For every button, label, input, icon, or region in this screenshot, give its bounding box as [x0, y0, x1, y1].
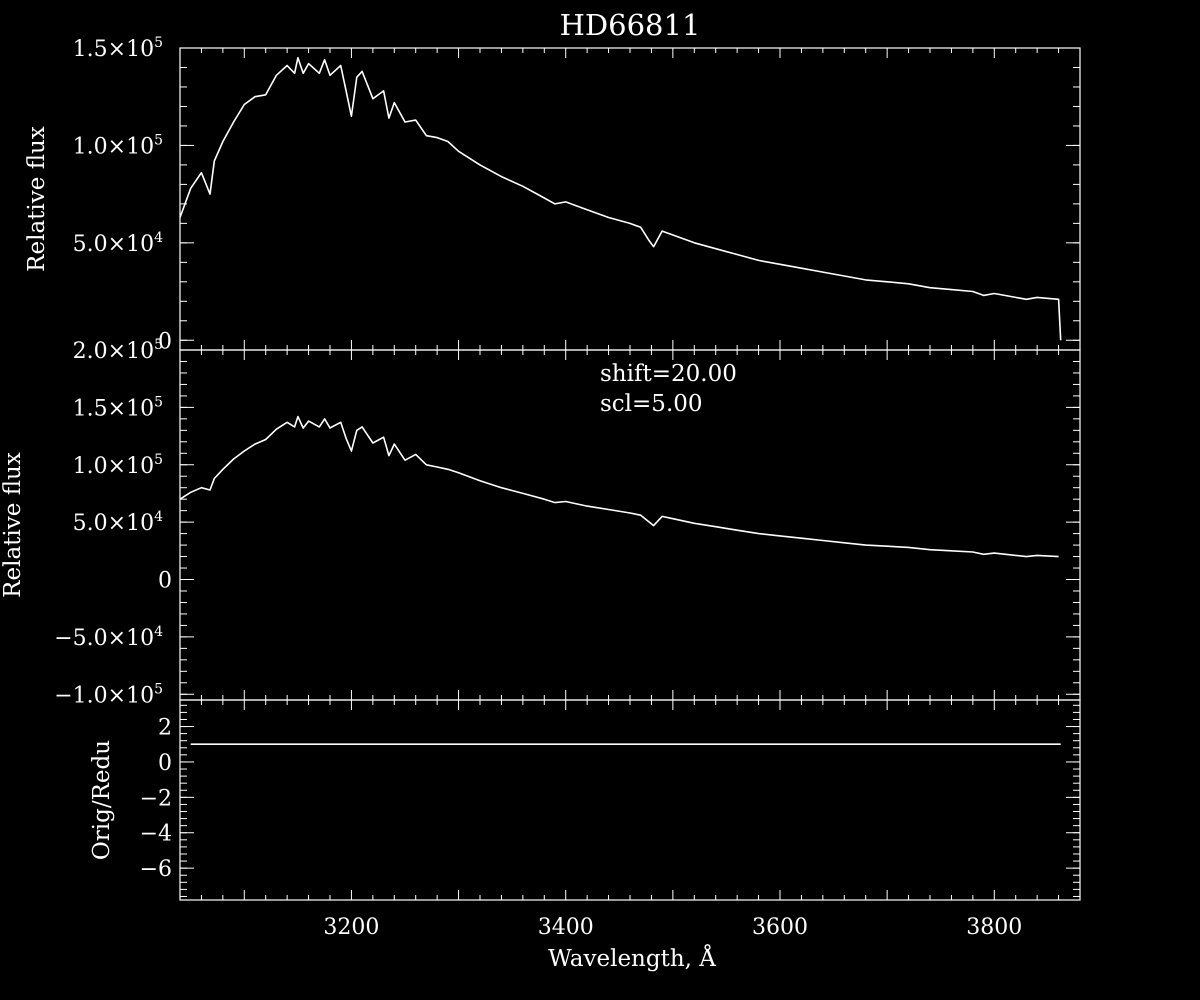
annotation-text: shift=20.00 [600, 361, 737, 387]
y-tick-label: 2 [158, 716, 172, 741]
y-tick-label: 1.0×105 [73, 452, 163, 479]
y-axis-label: Relative flux [0, 452, 26, 598]
y-tick-label: −2 [140, 786, 172, 811]
y-tick-label: 2.0×105 [73, 337, 163, 364]
y-tick-label: 1.5×105 [73, 394, 163, 421]
y-axis-label: Relative flux [24, 126, 50, 272]
annotation-text: scl=5.00 [600, 391, 703, 417]
panel-bottom: −6 −4 −2 0 2 Orig/Redu 3200 3400 3600 3800 Wavelen… [89, 699, 1081, 972]
y-tick-label: −5.0×104 [54, 624, 163, 651]
series-line-top [179, 56, 1062, 341]
chart-title: HD66811 [560, 8, 701, 42]
y-tick-label: 0 [158, 751, 172, 776]
y-tick-label: 5.0×104 [73, 509, 163, 536]
y-tick-label: 0 [158, 569, 172, 594]
panel-top: 0 5.0×104 1.0×105 1.5×105 Relative flux [24, 35, 1081, 354]
x-tick-label: 3600 [752, 915, 808, 940]
x-tick-label: 3400 [538, 915, 594, 940]
panel-middle: −1.0×105 −5.0×104 0 5.0×104 1.0×105 1.5×105 2.… [0, 337, 1081, 708]
y-tick-label: −4 [140, 822, 172, 847]
x-tick-label: 3800 [966, 915, 1022, 940]
y-tick-label: −1.0×105 [54, 681, 163, 708]
y-tick-label: 5.0×104 [73, 230, 163, 257]
x-axis-label: Wavelength, Å [548, 944, 716, 972]
series-line-middle [179, 415, 1059, 558]
x-tick-label: 3200 [323, 915, 379, 940]
y-tick-label: 0 [158, 329, 172, 354]
y-tick-label: 1.5×105 [73, 35, 163, 62]
y-tick-label: −6 [140, 857, 172, 882]
y-axis-label: Orig/Redu [89, 740, 115, 860]
y-tick-label: 1.0×105 [73, 132, 163, 159]
